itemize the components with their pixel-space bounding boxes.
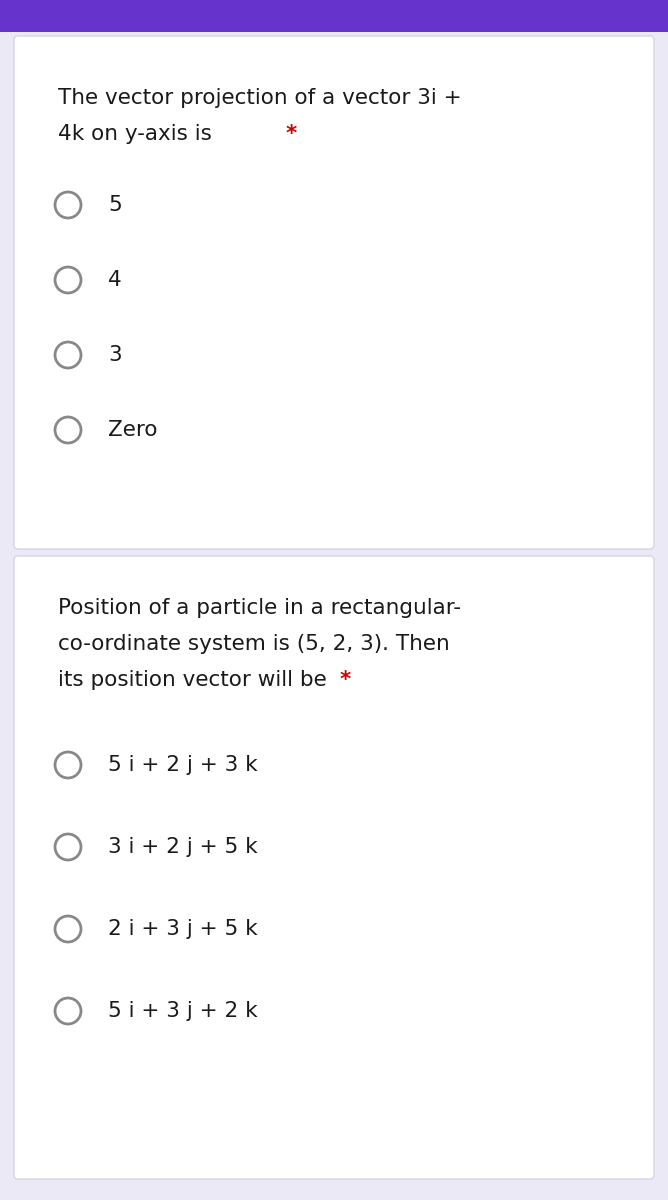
Text: 3 i + 2 j + 5 k: 3 i + 2 j + 5 k [108, 838, 258, 857]
Text: co-ordinate system is (5, 2, 3). Then: co-ordinate system is (5, 2, 3). Then [58, 634, 450, 654]
Text: *: * [340, 670, 351, 690]
Circle shape [55, 342, 81, 368]
Text: *: * [286, 124, 297, 144]
Circle shape [55, 416, 81, 443]
Text: 4k on y-axis is: 4k on y-axis is [58, 124, 218, 144]
Circle shape [55, 266, 81, 293]
Text: Zero: Zero [108, 420, 158, 440]
Circle shape [55, 916, 81, 942]
Text: 5 i + 2 j + 3 k: 5 i + 2 j + 3 k [108, 755, 258, 775]
Text: The vector projection of a vector 3i +: The vector projection of a vector 3i + [58, 88, 462, 108]
Text: 5 i + 3 j + 2 k: 5 i + 3 j + 2 k [108, 1001, 258, 1021]
Text: 5: 5 [108, 194, 122, 215]
FancyBboxPatch shape [14, 36, 654, 550]
Text: its position vector will be: its position vector will be [58, 670, 333, 690]
Circle shape [55, 752, 81, 778]
Text: 3: 3 [108, 346, 122, 365]
FancyBboxPatch shape [0, 0, 668, 32]
Text: Position of a particle in a rectangular-: Position of a particle in a rectangular- [58, 598, 461, 618]
Circle shape [55, 998, 81, 1024]
Text: 4: 4 [108, 270, 122, 290]
FancyBboxPatch shape [14, 556, 654, 1178]
Circle shape [55, 192, 81, 218]
Circle shape [55, 834, 81, 860]
Text: 2 i + 3 j + 5 k: 2 i + 3 j + 5 k [108, 919, 258, 938]
